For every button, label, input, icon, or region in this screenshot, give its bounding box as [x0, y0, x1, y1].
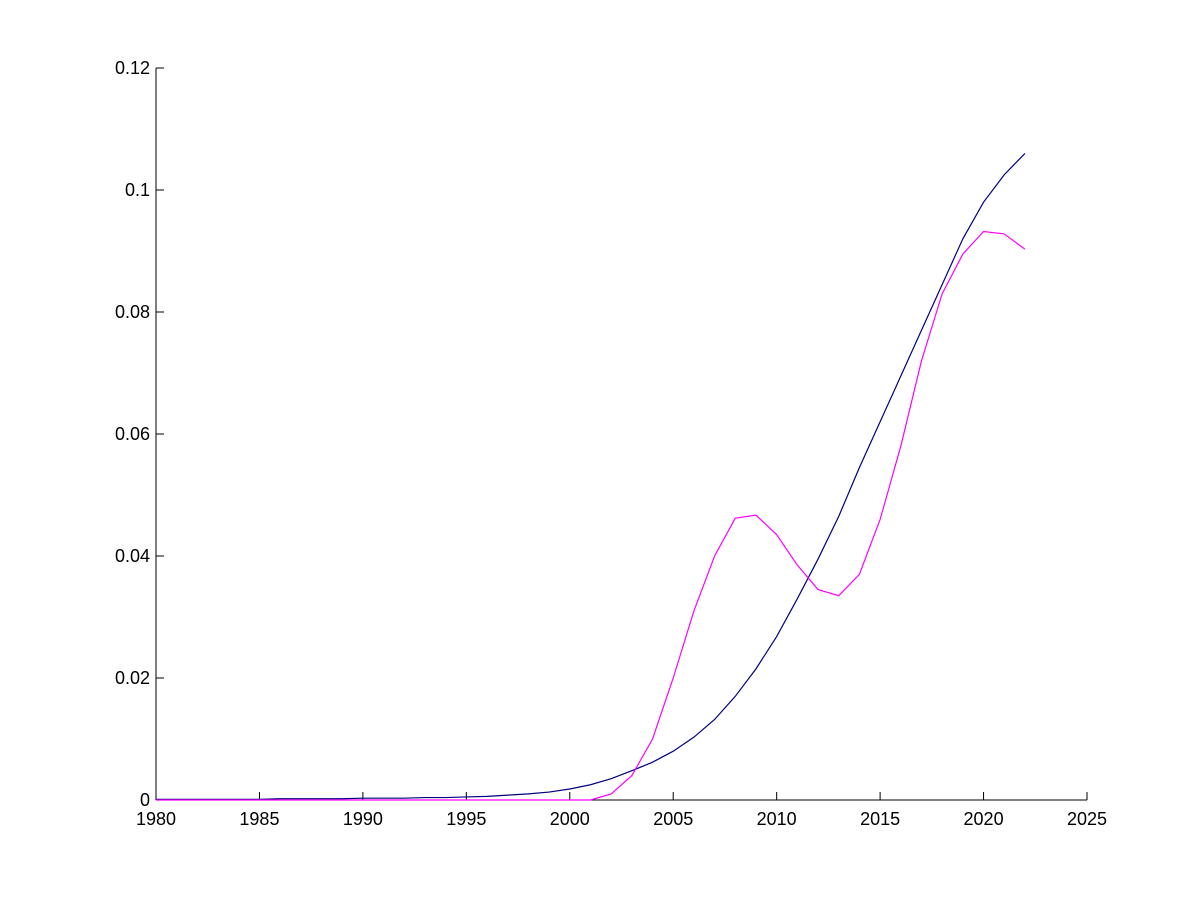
x-tick-label: 2010: [757, 809, 797, 829]
x-tick-label: 2025: [1067, 809, 1107, 829]
x-tick-label: 1990: [343, 809, 383, 829]
x-tick-label: 2000: [550, 809, 590, 829]
y-tick-label: 0: [140, 790, 150, 810]
x-tick-label: 1995: [446, 809, 486, 829]
x-tick-label: 1980: [136, 809, 176, 829]
y-tick-label: 0.06: [115, 424, 150, 444]
line-series: [156, 152, 1026, 800]
y-tick-label: 0.1: [125, 180, 150, 200]
line-series: [156, 230, 1026, 801]
y-tick-label: 0.02: [115, 668, 150, 688]
x-tick-label: 2015: [860, 809, 900, 829]
x-tick-label: 2020: [964, 809, 1004, 829]
x-tick-label: 2005: [653, 809, 693, 829]
x-tick-label: 1985: [239, 809, 279, 829]
y-tick-label: 0.04: [115, 546, 150, 566]
y-tick-label: 0.08: [115, 302, 150, 322]
y-tick-label: 0.12: [115, 58, 150, 78]
